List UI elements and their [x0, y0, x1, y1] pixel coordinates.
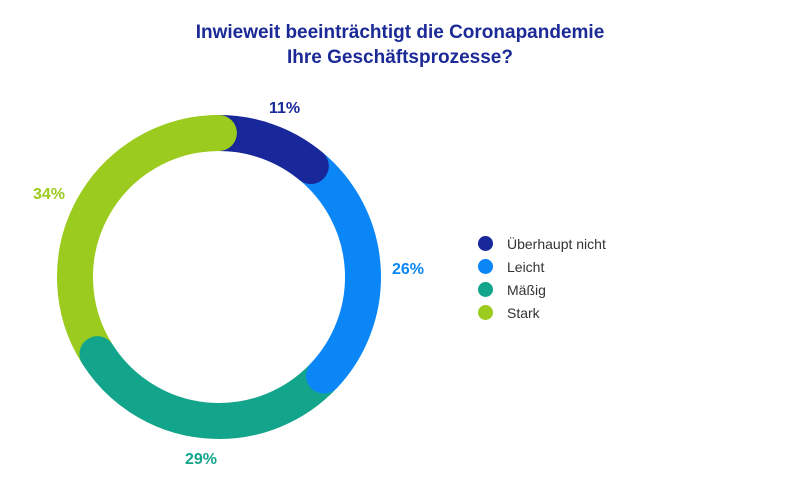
legend: Überhaupt nicht Leicht Mäßig Stark — [478, 232, 606, 324]
chart-title-line-2: Ihre Geschäftsprozesse? — [287, 47, 513, 68]
legend-swatch-0 — [478, 236, 493, 251]
data-label-3: 34% — [33, 186, 66, 203]
data-label-2: 29% — [185, 451, 218, 468]
donut-segment-3-cap — [182, 115, 237, 153]
donut-segment-1 — [292, 148, 381, 394]
legend-item: Leicht — [478, 255, 606, 278]
data-label-1: 26% — [392, 261, 425, 278]
chart-title-line-1: Inwieweit beeinträchtigt die Coronapande… — [195, 22, 605, 43]
legend-label: Leicht — [507, 258, 545, 275]
legend-item: Überhaupt nicht — [478, 232, 606, 255]
legend-item: Stark — [478, 301, 606, 324]
legend-swatch-1 — [478, 259, 493, 274]
data-label-0: 11% — [269, 100, 301, 117]
donut-segment-3 — [57, 115, 237, 373]
legend-swatch-2 — [478, 282, 493, 297]
legend-label: Überhaupt nicht — [507, 235, 606, 252]
legend-label: Stark — [507, 304, 540, 321]
donut-segment-2 — [79, 336, 342, 439]
legend-swatch-3 — [478, 305, 493, 320]
legend-item: Mäßig — [478, 278, 606, 301]
legend-label: Mäßig — [507, 281, 546, 298]
